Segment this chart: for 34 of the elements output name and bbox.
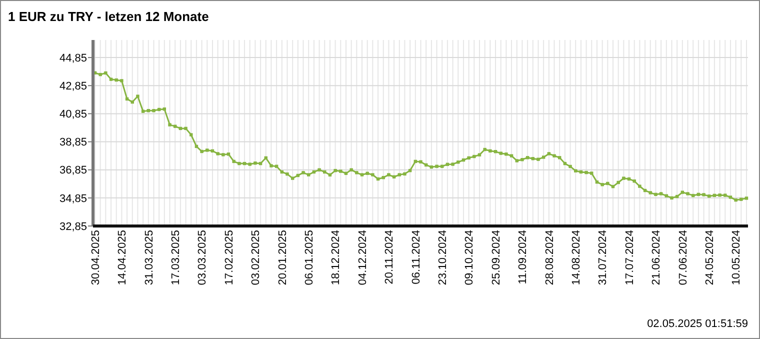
y-tick-label: 40,85 — [59, 108, 87, 121]
x-tick-label: 21.06.2024 — [650, 230, 663, 286]
x-tick-label: 14.08.2024 — [570, 230, 582, 286]
x-tick-label: 28.08.2024 — [544, 230, 556, 286]
y-tick-label: 44,85 — [59, 52, 87, 64]
x-tick-label: 18.12.2024 — [330, 230, 342, 286]
text: 02.05.2025 01:51:59 — [647, 318, 748, 330]
x-tick-label: 31.03.2025 — [143, 230, 156, 286]
x-tick-label: 17.07.2024 — [624, 230, 636, 286]
x-tick-label: 10.05.2024 — [730, 230, 743, 286]
y-tick-label: 36,85 — [59, 164, 87, 177]
x-tick-label: 23.10.2024 — [436, 230, 449, 286]
x-tick-label: 06.01.2025 — [303, 230, 316, 286]
x-tick-label: 25.09.2024 — [490, 230, 502, 286]
y-tick-label: 34,85 — [59, 192, 87, 205]
y-tick-label: 32,85 — [59, 220, 87, 233]
x-tick-label: 06.11.2024 — [410, 230, 422, 284]
x-tick-label: 14.04.2025 — [116, 230, 129, 286]
x-tick-label: 09.10.2024 — [464, 230, 476, 286]
x-tick-label: 03.02.2025 — [250, 230, 262, 286]
x-tick-label: 20.11.2024 — [384, 230, 396, 284]
x-tick-label: 30.04.2025 — [90, 230, 102, 286]
x-tick-label: 24.05.2024 — [704, 230, 716, 286]
x-tick-label: 31.07.2024 — [597, 230, 610, 286]
x-tick-label: 17.02.2025 — [223, 230, 236, 286]
x-tick-label: 20.01.2025 — [276, 230, 289, 286]
y-tick-label: 42,85 — [59, 80, 87, 92]
x-tick-label: 17.03.2025 — [170, 230, 182, 286]
x-tick-label: 07.06.2024 — [677, 230, 690, 286]
chart-title: 1 EUR zu TRY - letzen 12 Monate — [8, 9, 209, 24]
x-tick-label: 03.03.2025 — [196, 230, 209, 286]
x-tick-label: 04.12.2024 — [356, 230, 369, 286]
y-tick-label: 38,85 — [59, 136, 87, 149]
x-tick-label: 11.09.2024 — [517, 230, 530, 284]
